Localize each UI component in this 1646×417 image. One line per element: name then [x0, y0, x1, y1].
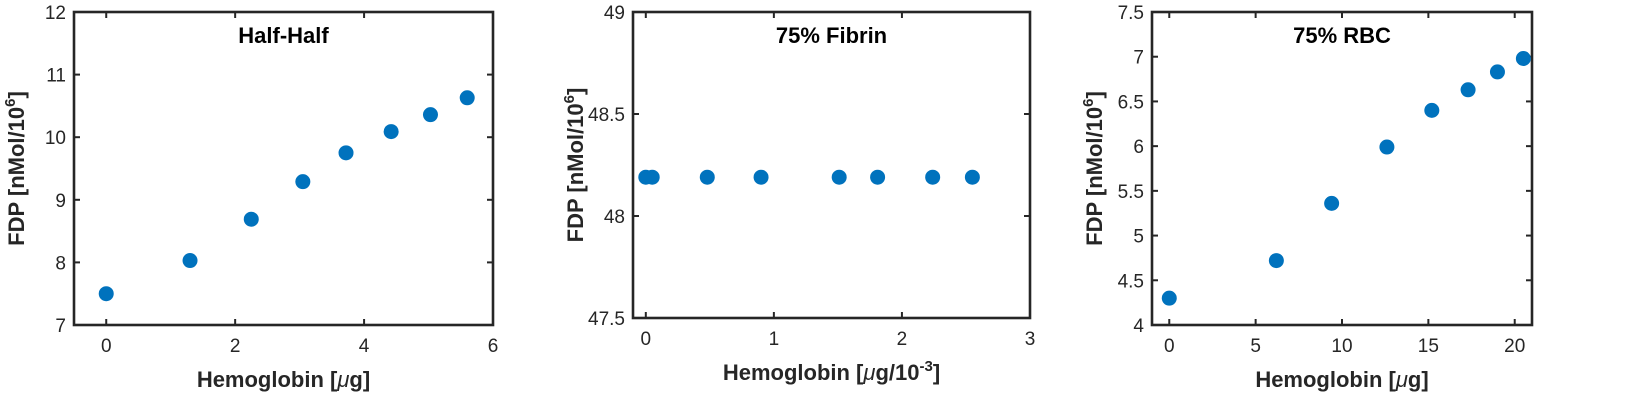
- data-point: [338, 145, 354, 161]
- y-axis-label-end: ]: [4, 91, 29, 98]
- y-tick-label: 6: [1133, 137, 1144, 158]
- data-point: [422, 107, 438, 123]
- x-axis-label-greek: μ: [862, 360, 875, 385]
- data-point: [1161, 290, 1177, 306]
- data-point: [1268, 253, 1284, 269]
- data-point: [459, 90, 475, 106]
- y-axis-label: FDP [nMol/106]: [561, 88, 588, 243]
- x-tick-label: 3: [1025, 329, 1036, 350]
- data-point: [831, 169, 847, 185]
- x-axis-label-end: ]: [933, 360, 940, 385]
- x-axis-label-text: Hemoglobin [: [723, 360, 864, 385]
- y-axis-label-text: FDP [nMol/10: [563, 103, 588, 242]
- x-tick-label: 2: [897, 329, 908, 350]
- data-point: [753, 169, 769, 185]
- y-tick-label: 6.5: [1118, 92, 1144, 113]
- y-axis-label-sup: 6: [561, 95, 578, 103]
- y-axis-label: FDP [nMol/106]: [2, 91, 29, 246]
- data-point: [1424, 102, 1440, 118]
- y-tick-label: 5: [1133, 227, 1144, 248]
- y-tick-label: 12: [45, 3, 66, 24]
- x-axis-label: Hemoglobin [μg]: [197, 367, 370, 392]
- x-tick-label: 20: [1504, 336, 1525, 357]
- data-point: [98, 286, 114, 302]
- data-point: [295, 174, 311, 190]
- chart-title: 75% RBC: [1293, 23, 1391, 48]
- data-point: [1489, 64, 1505, 80]
- axes-frame: [72, 10, 495, 327]
- x-axis-label-text: Hemoglobin [: [1255, 367, 1396, 392]
- x-tick-label: 4: [359, 336, 370, 357]
- chart-title: Half-Half: [238, 23, 329, 48]
- x-tick-label: 15: [1418, 336, 1439, 357]
- y-tick-label: 4: [1133, 316, 1144, 337]
- y-tick-label: 48: [604, 207, 625, 228]
- data-point: [243, 211, 259, 227]
- data-point: [383, 124, 399, 140]
- y-tick-label: 7: [55, 316, 66, 337]
- x-axis-label-unit: g/10: [875, 360, 919, 385]
- axes-frame: [1150, 10, 1534, 327]
- y-tick-label: 49: [604, 3, 625, 24]
- x-axis-label-unit: g]: [349, 367, 370, 392]
- data-point: [1324, 195, 1340, 211]
- x-axis-label-text: Hemoglobin [: [197, 367, 338, 392]
- y-axis-label-end: ]: [1082, 91, 1107, 98]
- x-tick-label: 0: [641, 329, 652, 350]
- y-axis-label-text: FDP [nMol/10: [4, 107, 29, 246]
- x-tick-label: 0: [101, 336, 112, 357]
- x-tick-label: 2: [230, 336, 241, 357]
- x-tick-label: 6: [488, 336, 499, 357]
- y-tick-label: 47.5: [588, 309, 625, 330]
- x-axis-label: Hemoglobin [μg/10-3]: [723, 358, 940, 385]
- y-axis-label-sup: 6: [1080, 99, 1097, 107]
- data-point: [644, 169, 660, 185]
- panel-75-fibrin: 0 1 2 3 47.5 48 48.5 49 75% Fibrin Hemoglobin [μg…: [561, 3, 1035, 385]
- y-tick-label: 9: [55, 191, 66, 212]
- chart-title: 75% Fibrin: [776, 23, 887, 48]
- y-tick-label: 7.5: [1118, 3, 1144, 24]
- panel-half-half: 0 2 4 6 7 8 9 10 11 12 Half-Half Hemoglobin [μg] FDP…: [2, 3, 498, 392]
- data-point: [870, 169, 886, 185]
- data-point: [925, 169, 941, 185]
- data-point: [964, 169, 980, 185]
- x-axis-label-unit: g]: [1408, 367, 1429, 392]
- data-point: [1379, 139, 1395, 155]
- x-axis-label-sup: -3: [919, 358, 932, 375]
- data-point: [182, 253, 198, 269]
- data-point: [1460, 82, 1476, 98]
- y-tick-label: 5.5: [1118, 182, 1144, 203]
- y-axis-label-text: FDP [nMol/10: [1082, 107, 1107, 246]
- x-tick-label: 10: [1331, 336, 1352, 357]
- y-axis-label-sup: 6: [2, 99, 19, 107]
- axes-frame: [631, 10, 1032, 320]
- data-point: [1515, 51, 1531, 67]
- y-axis-label-end: ]: [563, 88, 588, 95]
- x-axis-label-greek: μ: [336, 367, 349, 392]
- x-tick-label: 5: [1250, 336, 1261, 357]
- data-point: [699, 169, 715, 185]
- y-tick-label: 11: [46, 66, 66, 87]
- x-axis-label: Hemoglobin [μg]: [1255, 367, 1428, 392]
- x-tick-label: 0: [1164, 336, 1175, 357]
- y-tick-label: 8: [55, 253, 66, 274]
- y-axis-label: FDP [nMol/106]: [1080, 91, 1107, 246]
- x-axis-label-greek: μ: [1395, 367, 1408, 392]
- y-tick-label: 7: [1133, 48, 1144, 69]
- x-tick-label: 1: [769, 329, 780, 350]
- panel-75-rbc: 0 5 10 15 20 4 4.5 5 5.5 6 6.5 7 7.5 75% RBC Hemoglobi…: [1080, 3, 1534, 392]
- y-tick-label: 4.5: [1118, 271, 1144, 292]
- y-tick-label: 10: [45, 128, 66, 149]
- y-tick-label: 48.5: [588, 105, 625, 126]
